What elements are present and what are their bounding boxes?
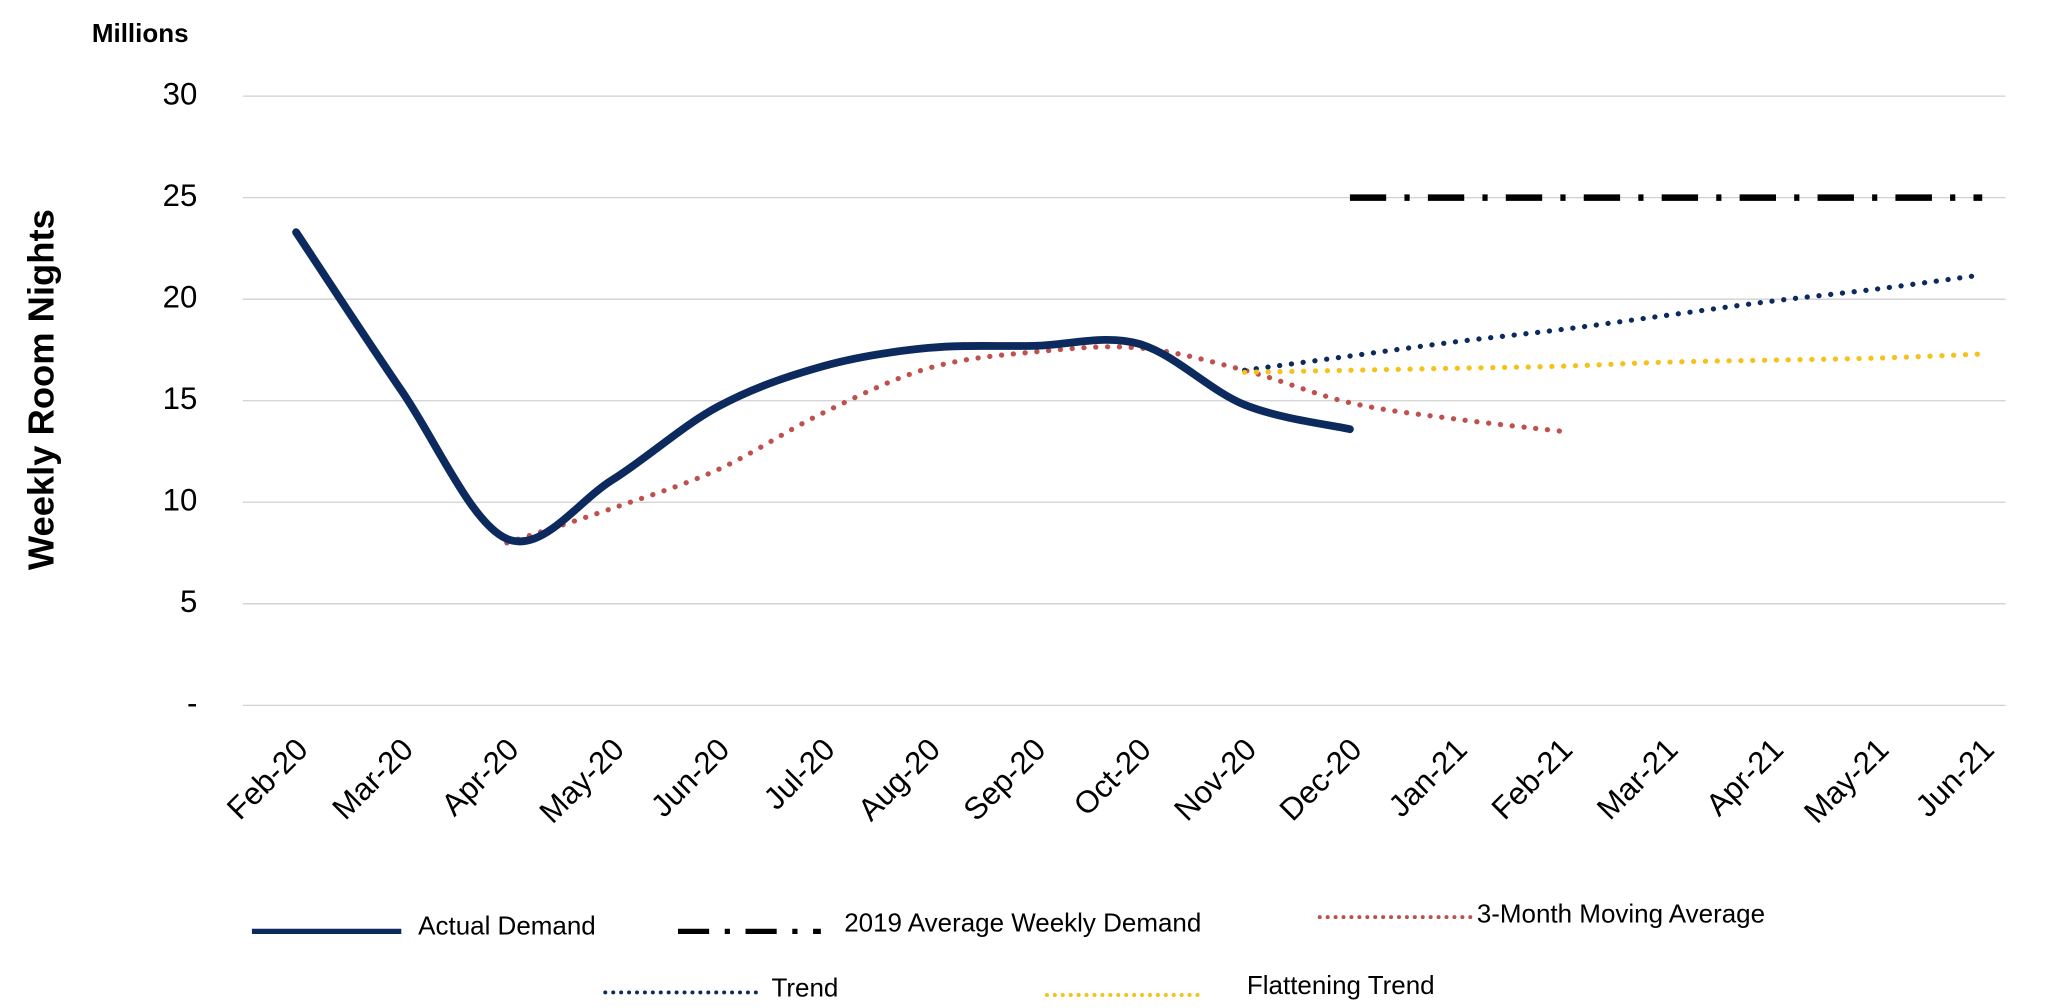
y-tick-label: 15	[163, 381, 198, 416]
legend-label: 2019 Average Weekly Demand	[844, 908, 1201, 938]
y-tick-label: -	[187, 686, 197, 721]
x-tick-label: Jun-21	[1909, 732, 2001, 824]
series-line	[1241, 272, 1985, 373]
y-tick-label: 30	[163, 76, 198, 111]
series-line	[504, 344, 1564, 546]
legend-label: 3-Month Moving Average	[1477, 899, 1765, 929]
legend-label: Actual Demand	[418, 910, 596, 940]
x-tick-label: Apr-20	[435, 732, 526, 823]
x-tick-label: Apr-21	[1699, 732, 1790, 823]
series-line	[1241, 351, 1985, 375]
x-tick-label: Feb-21	[1485, 732, 1580, 827]
x-tick-label: Feb-20	[220, 732, 315, 827]
y-axis-label: Weekly Room Nights	[21, 209, 62, 570]
x-tick-label: Nov-20	[1167, 732, 1263, 828]
x-tick-label: May-21	[1797, 732, 1895, 830]
y-unit-label: Millions	[92, 18, 189, 48]
y-tick-label: 20	[163, 279, 198, 314]
x-tick-label: Dec-20	[1273, 732, 1369, 828]
legend-label: Trend	[772, 973, 839, 1003]
x-tick-label: Mar-21	[1590, 732, 1685, 827]
y-tick-label: 5	[180, 584, 197, 619]
x-tick-label: Jan-21	[1382, 732, 1474, 824]
x-tick-label: May-20	[533, 732, 631, 830]
y-tick-label: 10	[163, 483, 198, 518]
x-tick-label: Jul-20	[757, 732, 842, 817]
x-tick-label: Aug-20	[851, 732, 947, 828]
y-tick-label: 25	[163, 178, 198, 213]
x-tick-label: Sep-20	[957, 732, 1053, 828]
x-tick-label: Jun-20	[644, 732, 736, 824]
x-tick-label: Mar-20	[325, 732, 420, 827]
legend-label: Flattening Trend	[1247, 970, 1435, 1000]
series-line	[292, 228, 1354, 546]
x-tick-label: Oct-20	[1067, 732, 1158, 823]
